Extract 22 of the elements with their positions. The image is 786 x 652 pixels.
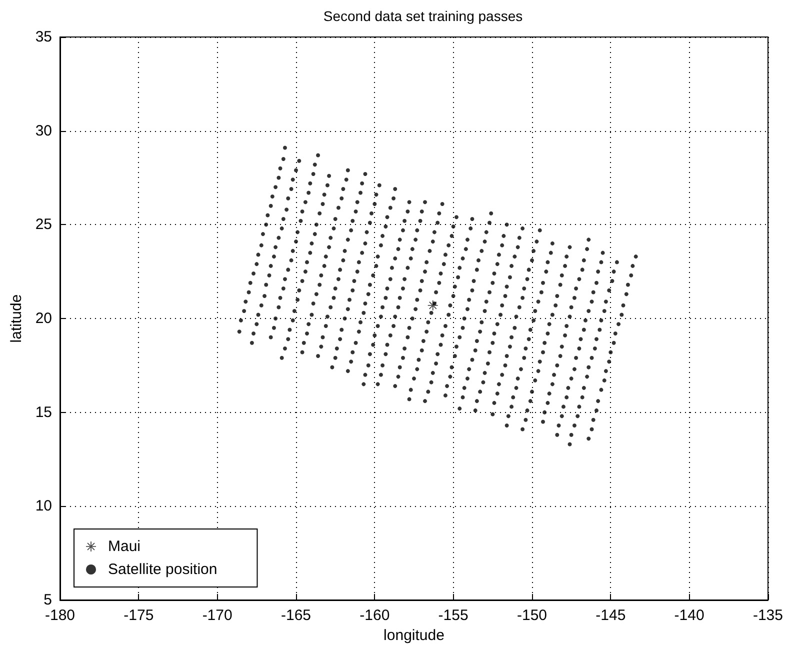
y-tick-label: 35 [35, 28, 52, 46]
x-tick-label: -160 [360, 607, 390, 624]
y-tick-label: 5 [44, 592, 52, 608]
x-tick-label: -170 [202, 607, 232, 624]
x-tick-label: -150 [516, 607, 548, 624]
y-tick-label: 30 [35, 122, 52, 140]
x-tick-label: -140 [674, 607, 704, 624]
y-tick-label: 20 [35, 310, 52, 327]
x-tick-label: -180 [44, 607, 76, 624]
x-tick-label: -145 [596, 607, 626, 624]
y-tick-label: 15 [35, 404, 52, 421]
legend-label: Maui [108, 538, 141, 555]
x-tick-label: -155 [438, 607, 468, 624]
y-tick-label: 25 [35, 216, 52, 234]
x-tick-label: -135 [752, 607, 784, 624]
x-axis-title: longitude [384, 626, 444, 644]
x-tick-label: -175 [124, 607, 154, 624]
y-axis-title: latitude [8, 294, 25, 343]
chart-title: Second data set training passes [323, 8, 523, 24]
x-tick-label: -165 [280, 607, 312, 624]
y-tick-label: 10 [35, 498, 52, 515]
legend-label: Satellite position [108, 561, 218, 578]
